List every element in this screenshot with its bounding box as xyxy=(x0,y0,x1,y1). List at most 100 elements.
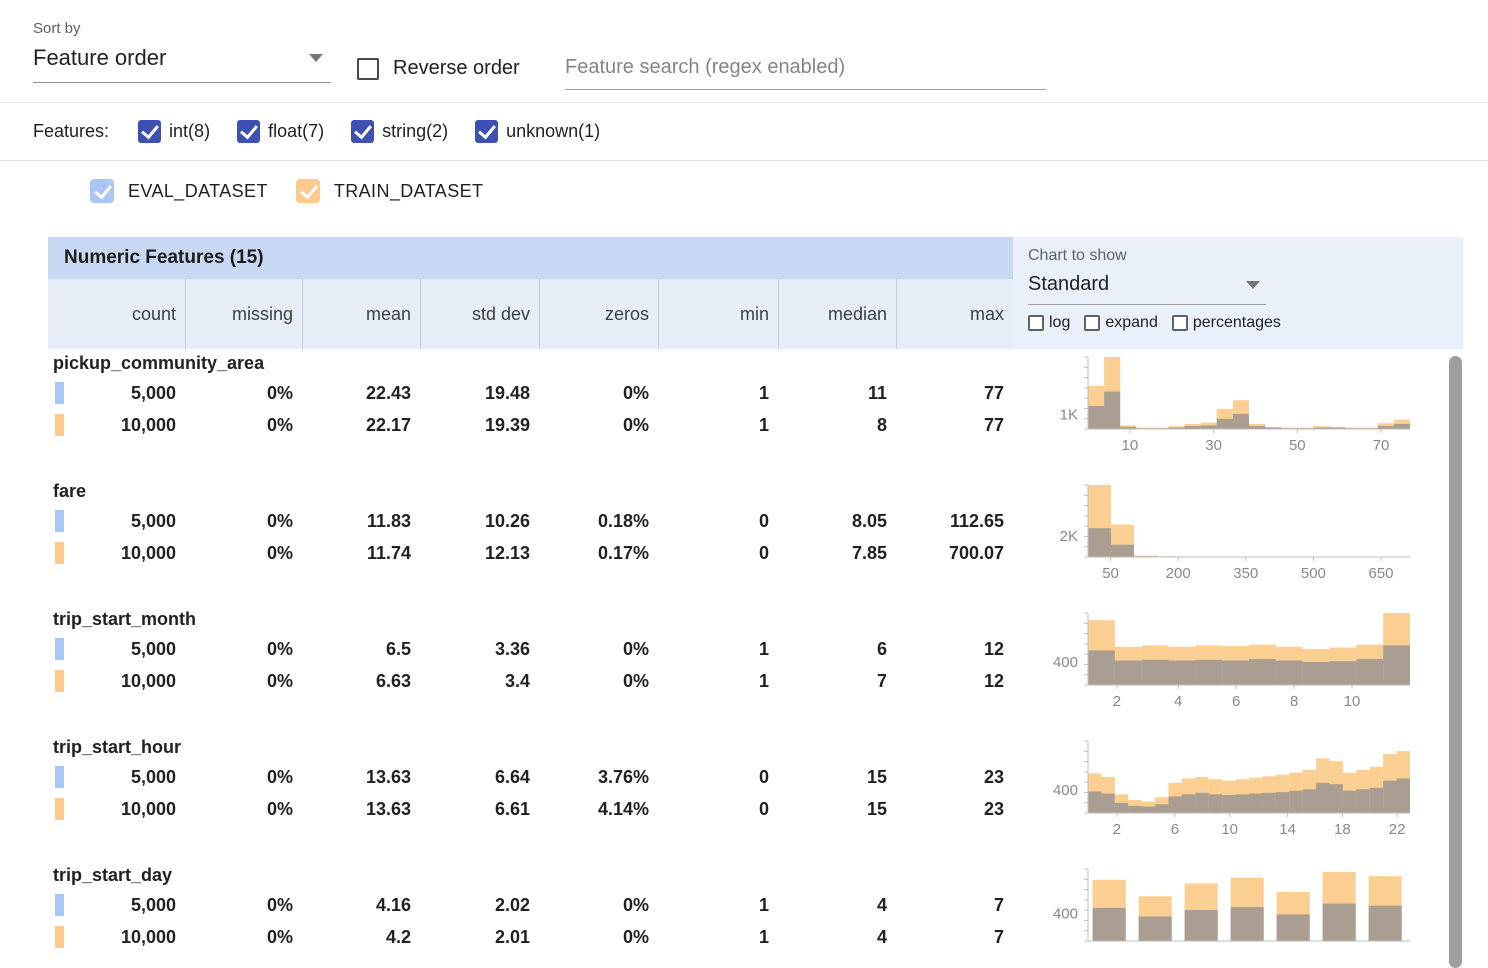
svg-text:10: 10 xyxy=(1344,693,1361,710)
svg-text:18: 18 xyxy=(1334,821,1351,838)
feature-name: trip_start_hour xyxy=(53,737,182,757)
stat-cell: 23 xyxy=(983,766,1004,787)
feature-histogram[interactable]: 1K 10 30 50 70 xyxy=(1013,349,1463,477)
stat-cell: 0% xyxy=(622,414,649,435)
feature-histogram[interactable]: 400 2 4 6 8 10 xyxy=(1013,605,1463,733)
stat-cell: 12 xyxy=(983,638,1004,659)
stat-cell: 0 xyxy=(758,542,769,563)
reverse-order-label: Reverse order xyxy=(393,57,520,79)
train-dataset-checkbox[interactable] xyxy=(295,179,320,203)
histogram-svg: 400 xyxy=(1053,868,1410,942)
svg-text:350: 350 xyxy=(1233,565,1258,582)
sort-by-value: Feature order xyxy=(33,45,167,70)
chart-type-select[interactable]: Standard xyxy=(1028,267,1266,305)
svg-text:400: 400 xyxy=(1053,654,1078,671)
stat-cell: 23 xyxy=(983,798,1004,819)
stat-cell: 77 xyxy=(983,414,1004,435)
feature-search xyxy=(565,52,1046,90)
svg-text:400: 400 xyxy=(1053,782,1078,799)
feature-histogram[interactable]: 2K 50 200 350 500 650 xyxy=(1013,477,1463,605)
stat-cell: 0% xyxy=(622,926,649,947)
float-label: float(7) xyxy=(268,121,325,141)
eval-dataset-checkbox[interactable] xyxy=(90,179,114,203)
svg-text:10: 10 xyxy=(1122,437,1139,454)
stat-cell: 4 xyxy=(876,926,887,947)
svg-text:4: 4 xyxy=(1174,693,1182,710)
svg-text:50: 50 xyxy=(1102,565,1119,582)
sort-by-select[interactable]: Feature order xyxy=(33,41,331,83)
stat-cell: 5,000 xyxy=(130,638,176,659)
stat-cell: 1 xyxy=(758,414,769,435)
feature-histogram[interactable]: 400 xyxy=(1013,861,1463,968)
stat-cell: 1 xyxy=(758,382,769,403)
feature-stats: trip_start_month 5,000 0% 6.5 3.36 0% 1 … xyxy=(48,605,1013,733)
stat-cell: 5,000 xyxy=(130,510,176,531)
column-header-median: median xyxy=(778,279,896,349)
reverse-order-checkbox[interactable] xyxy=(357,57,379,80)
stat-cell: 6 xyxy=(876,638,887,659)
stat-cell: 1 xyxy=(758,894,769,915)
stat-cell: 0% xyxy=(266,894,293,915)
stat-cell: 6.63 xyxy=(375,670,411,691)
stat-cell: 12 xyxy=(983,670,1004,691)
log-checkbox[interactable] xyxy=(1028,315,1044,331)
expand-checkbox[interactable] xyxy=(1084,315,1101,331)
stat-cell: 19.39 xyxy=(484,414,530,435)
string-label: string(2) xyxy=(382,121,449,141)
stat-cell: 10,000 xyxy=(120,542,176,563)
stat-cell: 77 xyxy=(983,382,1004,403)
unknown-checkbox[interactable] xyxy=(475,120,499,143)
feature-type-filters: Features: int(8) float(7) string(2) unkn… xyxy=(0,103,1488,161)
vertical-scrollbar-thumb[interactable] xyxy=(1449,356,1462,968)
dataset-swatch xyxy=(55,414,64,436)
percentages-checkbox[interactable] xyxy=(1171,315,1188,331)
legend-item-train: TRAIN_DATASET xyxy=(295,179,484,203)
dataset-swatch xyxy=(55,926,64,948)
stat-row: 5,000 0% 13.63 6.64 3.76% 0 15 23 xyxy=(48,761,1013,793)
stat-cell: 8 xyxy=(876,414,887,435)
svg-text:8: 8 xyxy=(1290,693,1298,710)
stat-cell: 0% xyxy=(266,382,293,403)
stat-row: 5,000 0% 22.43 19.48 0% 1 11 77 xyxy=(48,377,1013,409)
stat-cell: 1 xyxy=(758,670,769,691)
feature-name: pickup_community_area xyxy=(53,353,265,373)
chart-option-checks: log expand percentages xyxy=(1028,314,1463,332)
stat-cell: 22.43 xyxy=(365,382,411,403)
percentages-option: percentages xyxy=(1171,314,1281,332)
column-header-stddev: std dev xyxy=(420,279,539,349)
stat-cell: 10,000 xyxy=(120,414,176,435)
svg-text:10: 10 xyxy=(1221,821,1238,838)
search-input[interactable] xyxy=(565,52,1046,90)
stat-cell: 0% xyxy=(266,798,293,819)
stat-cell: 4.16 xyxy=(375,894,411,915)
filter-item-float: float(7) xyxy=(237,120,324,143)
filter-item-string: string(2) xyxy=(351,120,448,143)
stat-cell: 13.63 xyxy=(365,766,411,787)
stat-cell: 11.74 xyxy=(366,542,411,563)
feature-stats: fare 5,000 0% 11.83 10.26 0.18% 0 8.05 1… xyxy=(48,477,1013,605)
column-header-max: max xyxy=(896,279,1013,349)
feature-name: trip_start_day xyxy=(53,865,173,885)
stat-cell: 12.13 xyxy=(484,542,530,563)
float-checkbox[interactable] xyxy=(237,120,261,143)
feature-histogram[interactable]: 400 2 6 10 14 18 22 xyxy=(1013,733,1463,861)
dataset-swatch xyxy=(55,798,64,820)
expand-label: expand xyxy=(1105,314,1158,331)
stat-cell: 3.76% xyxy=(597,766,649,787)
stat-row: 5,000 0% 6.5 3.36 0% 1 6 12 xyxy=(48,633,1013,665)
int-checkbox[interactable] xyxy=(138,120,162,143)
stat-cell: 10.26 xyxy=(484,510,530,531)
stat-row: 10,000 0% 22.17 19.39 0% 1 8 77 xyxy=(48,409,1013,441)
svg-text:50: 50 xyxy=(1289,437,1306,454)
stat-cell: 0% xyxy=(266,926,293,947)
feature-name: fare xyxy=(53,481,87,501)
column-header-mean: mean xyxy=(302,279,420,349)
eval-dataset-label: EVAL_DATASET xyxy=(128,180,268,201)
chevron-down-icon xyxy=(309,54,323,62)
histogram-svg: 400 2 4 6 8 10 xyxy=(1053,612,1410,710)
svg-text:1K: 1K xyxy=(1060,407,1078,424)
stat-cell: 1 xyxy=(758,638,769,659)
string-checkbox[interactable] xyxy=(351,120,375,143)
feature-stats: pickup_community_area 5,000 0% 22.43 19.… xyxy=(48,349,1013,477)
stat-row: 10,000 0% 6.63 3.4 0% 1 7 12 xyxy=(48,665,1013,697)
